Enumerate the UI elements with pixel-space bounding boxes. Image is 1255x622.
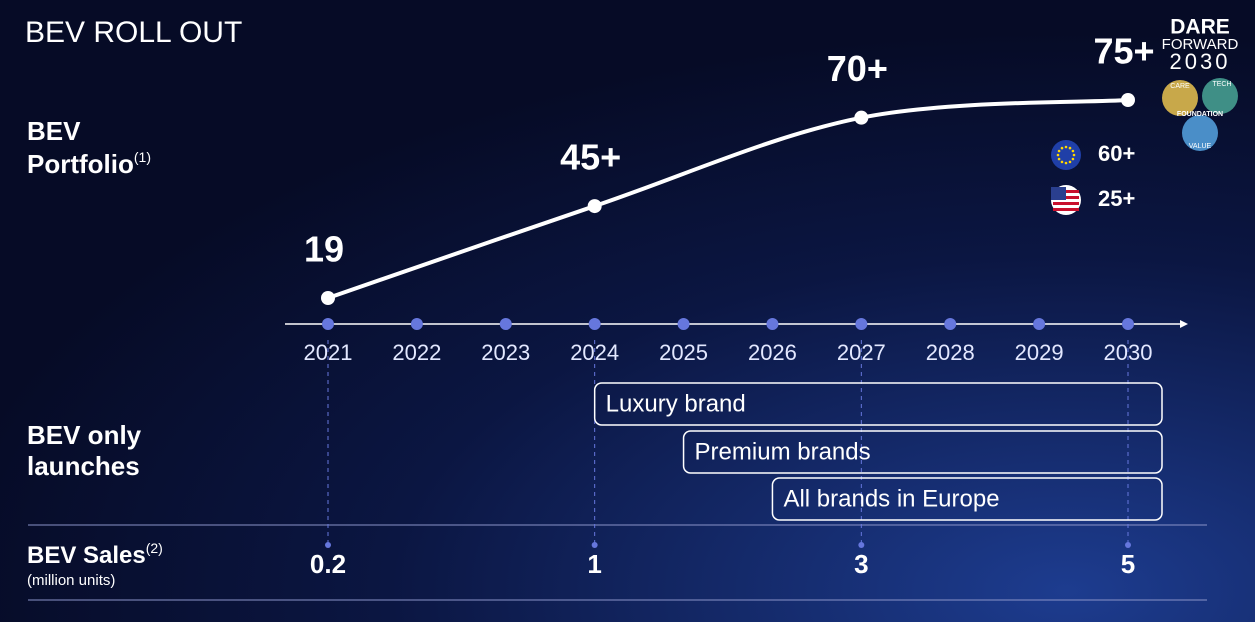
x-tick-label: 2028 — [926, 340, 975, 365]
x-tick-label: 2022 — [392, 340, 441, 365]
axis-arrow — [1180, 320, 1188, 328]
row-label-line: Portfolio — [27, 149, 134, 179]
flag — [1051, 140, 1081, 170]
unit-label: (million units) — [27, 572, 115, 589]
point — [321, 291, 335, 305]
tick-dot — [410, 318, 423, 330]
row-label-line: BEV Sales — [27, 542, 146, 569]
data-label: 70+ — [827, 48, 888, 89]
sales-value: 5 — [1121, 549, 1135, 579]
guide-dot — [858, 542, 865, 548]
x-tick-label: 2025 — [659, 340, 708, 365]
logo-line: FORWARD — [1162, 36, 1239, 53]
logo-line: DARE — [1170, 16, 1230, 39]
launch-label: Premium brands — [695, 438, 871, 465]
flag-stripe — [1053, 202, 1079, 205]
point — [854, 110, 869, 125]
tick-dot — [766, 318, 779, 330]
flag-stripe — [1053, 208, 1079, 211]
sales-value: 3 — [854, 549, 868, 579]
tick-dot — [677, 318, 690, 330]
launch-label: Luxury brand — [606, 390, 746, 417]
flag-star — [1056, 153, 1060, 157]
tick-dot — [944, 318, 957, 330]
badge-label: VALUE — [1189, 143, 1212, 150]
badge — [1182, 115, 1218, 151]
point — [587, 199, 602, 214]
x-tick-label: 2023 — [481, 340, 530, 365]
flag — [1051, 185, 1081, 215]
guide-dot — [325, 542, 331, 548]
title: BEV ROLL OUT — [25, 16, 242, 49]
flag-star — [1064, 145, 1068, 149]
tick-dot — [499, 318, 512, 330]
flag-star — [1064, 161, 1068, 165]
tick-dot — [1122, 318, 1134, 330]
flag-canton — [1051, 187, 1066, 200]
flag-star — [1071, 149, 1075, 153]
line — [327, 98, 1129, 300]
row-label: launches — [27, 451, 140, 481]
x-tick-label: 2029 — [1015, 340, 1064, 365]
note: (1) — [134, 149, 151, 165]
badge-label: FOUNDATION — [1177, 111, 1223, 118]
breakdown-label: 60+ — [1098, 141, 1135, 166]
flag-star — [1060, 146, 1064, 150]
sales-value: 0.2 — [310, 549, 346, 579]
data-label: 45+ — [560, 137, 621, 178]
data-label: 19 — [304, 229, 344, 270]
launch-box — [593, 382, 1163, 426]
tick-dot — [588, 318, 601, 330]
row-label: Portfolio(1) — [27, 149, 151, 179]
flag-star — [1072, 153, 1076, 157]
tick-dot — [322, 318, 334, 330]
point — [1121, 93, 1135, 107]
row-label: BEV — [27, 116, 81, 146]
badge — [1162, 80, 1198, 116]
guide-dot — [1125, 542, 1131, 548]
tick-dot — [1033, 318, 1046, 330]
logo-line: 2030 — [1170, 49, 1231, 74]
flag-star — [1057, 149, 1061, 153]
guide-dot — [591, 542, 598, 548]
launch-box — [771, 477, 1163, 521]
data-label: 75+ — [1093, 31, 1154, 72]
flag-circle — [1051, 140, 1081, 170]
flag-star — [1071, 157, 1075, 161]
flag-star — [1068, 160, 1072, 164]
row-label: BEV only — [27, 420, 142, 450]
row-label: BEV Sales(2) — [27, 540, 163, 570]
flag-star — [1057, 157, 1061, 161]
flag-star — [1068, 146, 1072, 150]
note: (2) — [146, 540, 163, 556]
launch-box — [682, 430, 1163, 474]
sales-value: 1 — [587, 549, 601, 579]
flag-star — [1060, 160, 1064, 164]
badge — [1202, 78, 1238, 114]
x-tick-label: 2026 — [748, 340, 797, 365]
tick-dot — [855, 318, 868, 330]
badge-label: TECH — [1212, 81, 1231, 88]
logo: DARE FORWARD 2030 CARE TECH FOUNDATION V… — [1162, 16, 1239, 151]
breakdown-label: 25+ — [1098, 186, 1135, 211]
launch-label: All brands in Europe — [783, 485, 999, 512]
badge-label: CARE — [1170, 83, 1190, 90]
